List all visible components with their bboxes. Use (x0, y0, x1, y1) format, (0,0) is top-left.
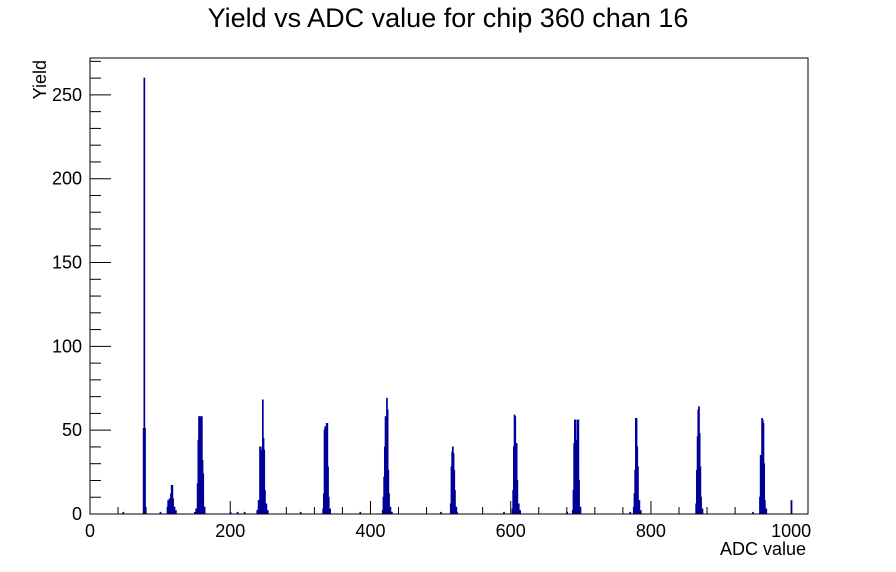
x-tick-label: 600 (496, 521, 526, 541)
histogram-bin (386, 409, 389, 514)
y-tick-label: 200 (52, 169, 82, 189)
plot-frame (89, 57, 809, 515)
histogram-bin (629, 511, 632, 514)
histogram-bin (229, 511, 232, 514)
histogram-bin (516, 479, 519, 514)
histogram-bin (172, 498, 174, 514)
histogram-bin (243, 511, 246, 514)
histogram-bin (195, 508, 198, 514)
histogram-bin (203, 506, 206, 514)
y-tick-label: 100 (52, 336, 82, 356)
histogram-bin (359, 511, 362, 514)
histogram-bin (763, 463, 766, 514)
histogram-bin (202, 473, 205, 514)
histogram-bin (455, 506, 458, 514)
histogram-bin (503, 511, 505, 514)
x-tick-label: 1000 (771, 521, 811, 541)
histogram-bin (517, 503, 520, 514)
histogram-bin (519, 510, 522, 514)
histogram-bin (391, 511, 393, 514)
histogram-bin (265, 503, 268, 514)
x-tick-label: 400 (355, 521, 385, 541)
histogram-bin (266, 510, 269, 514)
y-tick-label: 0 (72, 504, 82, 524)
histogram-bin (256, 510, 259, 514)
histogram-bin (700, 496, 702, 514)
histogram-bin (579, 506, 582, 514)
histogram-bins (122, 77, 793, 514)
histogram-bin (387, 469, 390, 514)
histogram-bin (193, 511, 196, 514)
chart-title: Yield vs ADC value for chip 360 chan 16 (207, 3, 689, 33)
histogram-bin (257, 500, 260, 514)
x-tick-label: 800 (636, 521, 666, 541)
x-tick-label: 200 (215, 521, 245, 541)
y-tick-label: 50 (62, 420, 82, 440)
histogram-bin (389, 506, 392, 514)
y-tick-label: 150 (52, 253, 82, 273)
axis-ticks: 0 200 400 600 800 1000 0 50 100 150 200 250 (52, 60, 811, 541)
histogram-bin (173, 506, 176, 514)
histogram-bin (299, 511, 302, 514)
histogram-bin (638, 500, 641, 514)
histogram-bin (515, 443, 518, 514)
y-axis-label: Yield (30, 60, 50, 99)
histogram-bin (388, 493, 390, 514)
histogram-bin (122, 511, 125, 514)
histogram-bin (637, 466, 639, 514)
histogram-bin (168, 498, 171, 514)
histogram-bin (159, 511, 162, 514)
histogram-bin (236, 511, 239, 514)
histogram-bin (329, 508, 332, 514)
histogram-bin (752, 511, 754, 514)
x-axis-label: ADC value (720, 539, 806, 559)
histogram-bin (327, 466, 329, 514)
histogram-bin (440, 511, 442, 514)
histogram-bin (699, 466, 702, 514)
histogram-bin (578, 479, 580, 514)
histogram-bin (577, 419, 580, 514)
histogram-bin (143, 77, 146, 514)
histogram-bin (263, 449, 266, 514)
histogram-bin (790, 500, 793, 514)
histogram-bin (144, 428, 146, 514)
histogram-bin (175, 510, 177, 514)
histogram-bin (764, 500, 766, 514)
histogram-bin (327, 496, 330, 514)
histogram-bin (701, 508, 704, 514)
histogram-bin (765, 508, 768, 514)
histogram-bin (456, 511, 458, 514)
histogram-bin (167, 500, 170, 514)
histogram-bin (566, 511, 568, 514)
y-tick-label: 250 (52, 85, 82, 105)
histogram-bin (639, 510, 642, 514)
x-tick-label: 0 (85, 521, 95, 541)
histogram-bin (264, 490, 266, 514)
histogram-bin (454, 490, 456, 514)
